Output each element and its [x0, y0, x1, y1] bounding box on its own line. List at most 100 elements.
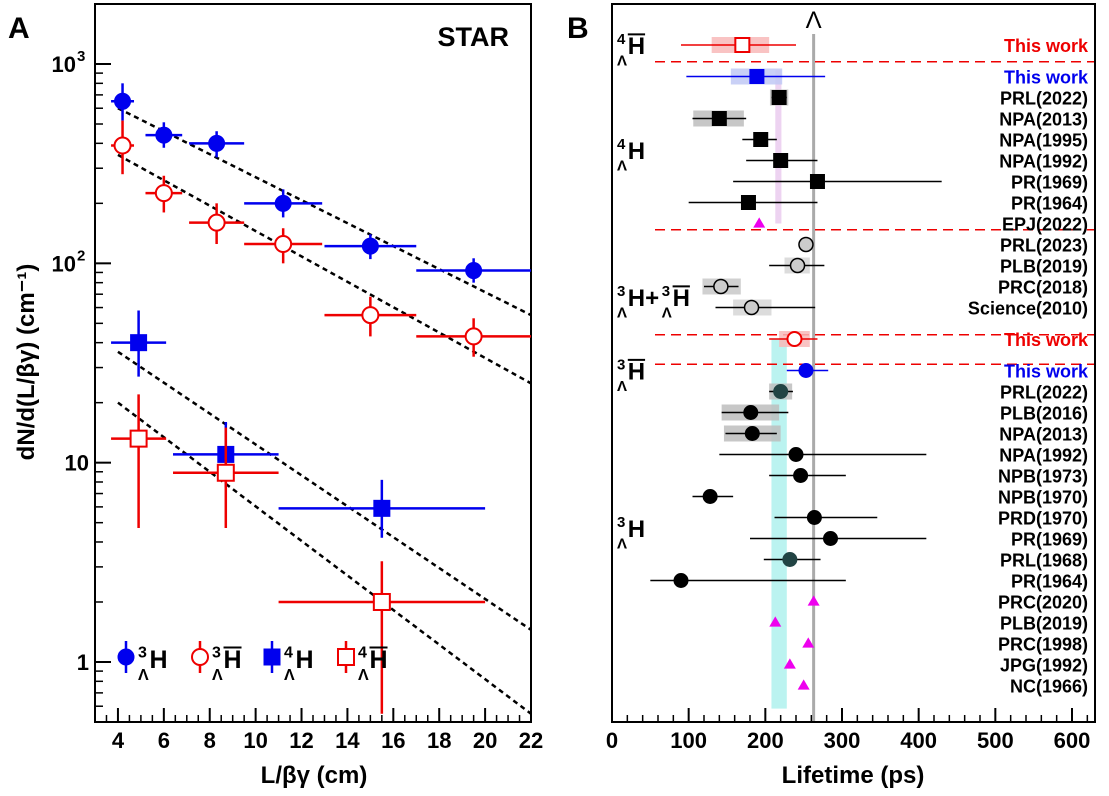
data-point: [145, 175, 183, 213]
group-mass-number: 3: [617, 514, 625, 531]
legend-label-mass-number: 4: [284, 645, 293, 662]
data-marker: [208, 134, 226, 152]
measurement: [746, 153, 818, 168]
reference-label: This work: [1004, 68, 1089, 88]
data-point: [244, 228, 323, 264]
x-tick-label: 100: [670, 728, 707, 753]
data-point: [416, 258, 531, 283]
reference-label: NPA(2013): [999, 425, 1088, 445]
measurement-marker: [807, 595, 820, 606]
reference-label: PRD(1970): [998, 509, 1088, 529]
data-point: [416, 318, 531, 357]
legend-marker: [337, 648, 355, 666]
legend-marker: [191, 648, 209, 666]
data-marker: [372, 592, 391, 611]
panel-a-legend: 3ΛH 3ΛH 4ΛH 4ΛH: [117, 641, 388, 684]
reference-label: PLB(2019): [1000, 614, 1088, 634]
legend-entry: 3 ΛH: [191, 641, 242, 684]
measurement-marker: [798, 363, 814, 378]
group-symbol: H: [628, 516, 645, 543]
measurement-marker: [702, 489, 718, 504]
reference-label: PR(1969): [1011, 530, 1088, 550]
legend-label-mass-number: 3: [212, 645, 221, 662]
reference-label: PR(1964): [1011, 572, 1088, 592]
world-average-band: [775, 70, 782, 224]
data-point: [324, 234, 417, 260]
measurement: [753, 217, 766, 228]
measurement: [769, 331, 818, 347]
group-lambda-subscript: Λ: [617, 157, 627, 174]
reference-label: PRC(2018): [998, 278, 1088, 298]
x-tick-label: 600: [1054, 728, 1091, 753]
group-symbol: H+: [628, 285, 659, 312]
legend-label-mass-number: 4: [358, 645, 367, 662]
y-tick-label: 1: [77, 650, 89, 675]
panel-a-frame: [94, 3, 532, 723]
reference-label: PRL(1968): [1000, 551, 1088, 571]
measurement-marker: [823, 531, 838, 546]
y-tick-label: 10: [65, 451, 89, 476]
group-lambda-subscript: Λ: [662, 304, 672, 321]
legend-label-symbol: H: [224, 646, 242, 674]
data-marker: [361, 306, 380, 325]
measurement-marker: [771, 90, 787, 105]
measurement-marker: [809, 174, 825, 189]
measurement: [719, 447, 927, 462]
panel-a-y-axis-title: dN/d(L/βγ) (cm⁻¹): [13, 264, 40, 461]
legend-label-lambda-subscript: Λ: [284, 667, 295, 684]
legend-label-mass-number: 3: [138, 645, 147, 662]
measurement: [769, 257, 825, 274]
measurement-marker: [786, 331, 803, 347]
y-tick-exponent: 2: [77, 247, 85, 264]
measurement: [774, 510, 878, 525]
measurement-marker: [773, 384, 789, 399]
data-marker: [373, 499, 391, 517]
measurement-marker: [806, 510, 822, 525]
measurement: [692, 110, 747, 127]
x-tick-label: 0: [606, 728, 618, 753]
legend-label-lambda-subscript: Λ: [358, 667, 369, 684]
x-tick-label: 4: [112, 728, 125, 753]
measurement-marker: [744, 426, 760, 441]
panel-a-marks: [111, 83, 531, 714]
measurement: [681, 37, 796, 53]
exponential-fit-line: [117, 107, 532, 317]
measurement-marker: [788, 447, 804, 462]
data-marker: [155, 126, 173, 144]
x-tick-label: 22: [519, 728, 543, 753]
data-point: [111, 310, 167, 377]
measurement-marker: [713, 278, 729, 295]
measurement: [750, 531, 927, 546]
x-tick-label: 300: [824, 728, 861, 753]
panel-b-frame: [611, 3, 1096, 723]
data-marker: [154, 184, 173, 203]
measurement-marker: [711, 111, 727, 126]
data-point: [244, 189, 323, 218]
panel-b-label: B: [567, 12, 589, 45]
panel-b-ticks: 0 100 200 300 400 500 600: [606, 708, 1090, 753]
measurement-marker: [743, 405, 759, 420]
data-marker: [464, 327, 483, 346]
x-tick-label: 12: [289, 728, 313, 753]
nuclide-group-label: 3 ΛH+: [617, 283, 659, 321]
measurement-marker: [802, 637, 815, 648]
measurement-marker: [673, 573, 689, 588]
data-point: [278, 561, 486, 714]
group-lambda-subscript: Λ: [617, 535, 627, 552]
reference-label: JPG(1992): [1000, 656, 1088, 676]
lambda-label: Λ: [806, 7, 822, 34]
panel-a-fit-lines: [117, 107, 532, 715]
group-lambda-subscript: Λ: [617, 378, 627, 395]
panel-a-label: A: [8, 12, 30, 45]
star-annotation: STAR: [438, 22, 510, 52]
data-marker: [114, 92, 132, 110]
x-tick-label: 200: [747, 728, 784, 753]
nuclide-group-label: 3 ΛH: [662, 283, 690, 321]
group-mass-number: 4: [617, 136, 626, 153]
group-symbol: H: [673, 285, 690, 312]
group-symbol: H: [628, 359, 645, 386]
data-marker: [274, 194, 292, 212]
measurement-marker: [769, 616, 782, 627]
